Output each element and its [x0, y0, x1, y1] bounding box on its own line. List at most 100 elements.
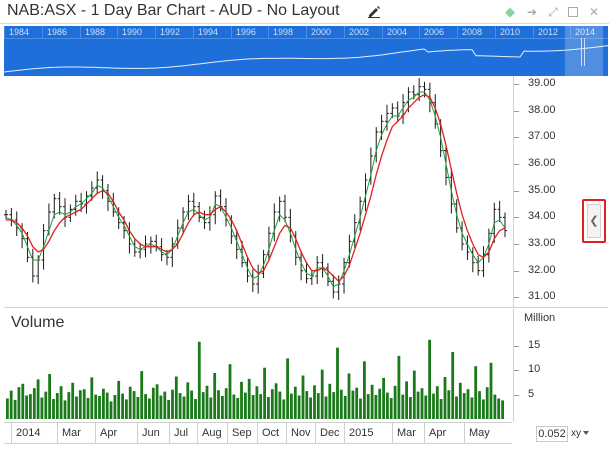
- volume-bar: [224, 388, 228, 419]
- volume-bar: [482, 399, 485, 419]
- navigator-year-label: 2014: [575, 27, 596, 37]
- navigator-year-label: 1984: [9, 27, 30, 37]
- volume-bar: [489, 362, 493, 419]
- price-bar: [170, 237, 175, 267]
- volume-bar: [412, 370, 416, 419]
- volume-bar: [455, 396, 458, 419]
- volume-panel[interactable]: Volume Million 15 10 5: [4, 309, 608, 422]
- price-bar: [283, 194, 288, 223]
- navigator-year-label: 1990: [122, 27, 143, 37]
- time-separator: [424, 423, 425, 444]
- volume-bar: [190, 390, 193, 419]
- navigator-year-strip: 1984 1986 1988 1990 1992 1994 1996 1998 2000 2002…: [4, 26, 608, 39]
- volume-bar: [316, 393, 320, 419]
- price-bar: [384, 104, 389, 131]
- volume-bar: [205, 385, 209, 419]
- time-separator: [11, 423, 12, 444]
- time-axis[interactable]: 2014 Mar Apr Jun Jul Aug Sep Oct Nov Dec 2015 Mar Ap…: [4, 422, 512, 444]
- volume-bar: [401, 394, 405, 419]
- volume-bar: [75, 396, 78, 419]
- volume-bar: [167, 399, 170, 419]
- price-bar: [105, 184, 110, 211]
- price-bar: [481, 246, 486, 278]
- volume-bar: [458, 382, 462, 419]
- price-tick-label: 35.00: [528, 184, 556, 196]
- price-bar: [497, 200, 502, 223]
- volume-bar: [451, 352, 455, 419]
- price-tick-mark: [514, 84, 519, 85]
- xy-label: xy: [571, 428, 581, 439]
- price-bar: [132, 239, 137, 257]
- volume-bar: [324, 396, 328, 419]
- maximize-icon[interactable]: [565, 4, 581, 20]
- navigator-year-separator: [382, 26, 383, 39]
- navigator-year-separator: [495, 26, 496, 39]
- volume-bar: [213, 373, 217, 419]
- volume-bar: [286, 358, 289, 419]
- close-icon[interactable]: ✕: [588, 5, 600, 19]
- navigator-year-label: 1994: [198, 27, 219, 37]
- price-bar: [154, 234, 159, 252]
- price-panel[interactable]: 39.00 38.00 37.00 36.00 35.00 34.00 33.00 32.00…: [4, 76, 608, 308]
- time-separator: [464, 423, 465, 444]
- price-bar: [401, 94, 406, 124]
- navigator-year-label: 1998: [273, 27, 294, 37]
- volume-bar: [244, 392, 247, 419]
- volume-bar: [163, 391, 167, 419]
- volume-bar: [493, 394, 497, 419]
- price-axis[interactable]: 39.00 38.00 37.00 36.00 35.00 34.00 33.00 32.00…: [513, 76, 608, 308]
- volume-bar: [32, 388, 36, 419]
- volume-chart[interactable]: [4, 309, 513, 422]
- time-separator: [257, 423, 258, 444]
- volume-bar: [6, 398, 9, 419]
- volume-bar: [424, 395, 428, 419]
- price-tick-mark: [514, 137, 519, 138]
- navigator-price-line: [4, 45, 608, 73]
- time-tick-label: Jun: [142, 427, 160, 439]
- price-chart[interactable]: [4, 76, 513, 308]
- time-tick-label: Nov: [291, 427, 311, 439]
- diamond-icon[interactable]: ◆: [505, 4, 515, 19]
- navigator-year-separator: [231, 26, 232, 39]
- volume-bar: [443, 377, 447, 419]
- time-separator: [392, 423, 393, 444]
- volume-bar: [359, 398, 362, 419]
- volume-bar: [109, 401, 113, 419]
- price-bar: [89, 181, 94, 201]
- time-tick-label: Sep: [232, 427, 252, 439]
- volume-bar: [78, 390, 82, 419]
- time-separator: [95, 423, 96, 444]
- navigator-year-label: 2004: [387, 27, 408, 37]
- history-navigator[interactable]: 1984 1986 1988 1990 1992 1994 1996 1998 2000 2002…: [4, 26, 608, 76]
- caret-down-icon: [583, 431, 589, 436]
- volume-bar: [339, 389, 343, 419]
- edit-icon[interactable]: [367, 4, 381, 18]
- volume-bar: [474, 366, 478, 419]
- collapse-panel-button[interactable]: ❮: [582, 199, 606, 243]
- price-bar: [476, 256, 481, 276]
- pin-icon[interactable]: ➔: [526, 5, 538, 19]
- volume-bar: [355, 387, 359, 419]
- navigator-year-separator: [155, 26, 156, 39]
- navigator-year-separator: [570, 26, 571, 39]
- expand-icon[interactable]: ⤢: [548, 5, 558, 19]
- time-separator: [227, 423, 228, 444]
- navigator-year-label: 2012: [538, 27, 559, 37]
- title-bar: NAB:ASX - 1 Day Bar Chart - AUD - No Lay…: [0, 0, 609, 24]
- volume-axis[interactable]: Million 15 10 5: [513, 309, 608, 422]
- time-tick-label: Mar: [397, 427, 416, 439]
- volume-bar: [209, 397, 213, 419]
- navigator-year-label: 1996: [236, 27, 257, 37]
- navigator-drag-handle[interactable]: [581, 38, 587, 66]
- volume-bar: [347, 373, 351, 419]
- volume-bar: [386, 392, 389, 419]
- volume-bar: [397, 355, 401, 419]
- navigator-year-label: 1986: [47, 27, 68, 37]
- navigator-year-label: 2002: [349, 27, 370, 37]
- volume-bar: [52, 399, 55, 419]
- volume-bar: [117, 380, 121, 419]
- xy-menu-button[interactable]: xy: [571, 426, 599, 442]
- volume-bar: [382, 377, 385, 419]
- price-bar: [320, 254, 325, 278]
- volume-bar: [178, 393, 182, 419]
